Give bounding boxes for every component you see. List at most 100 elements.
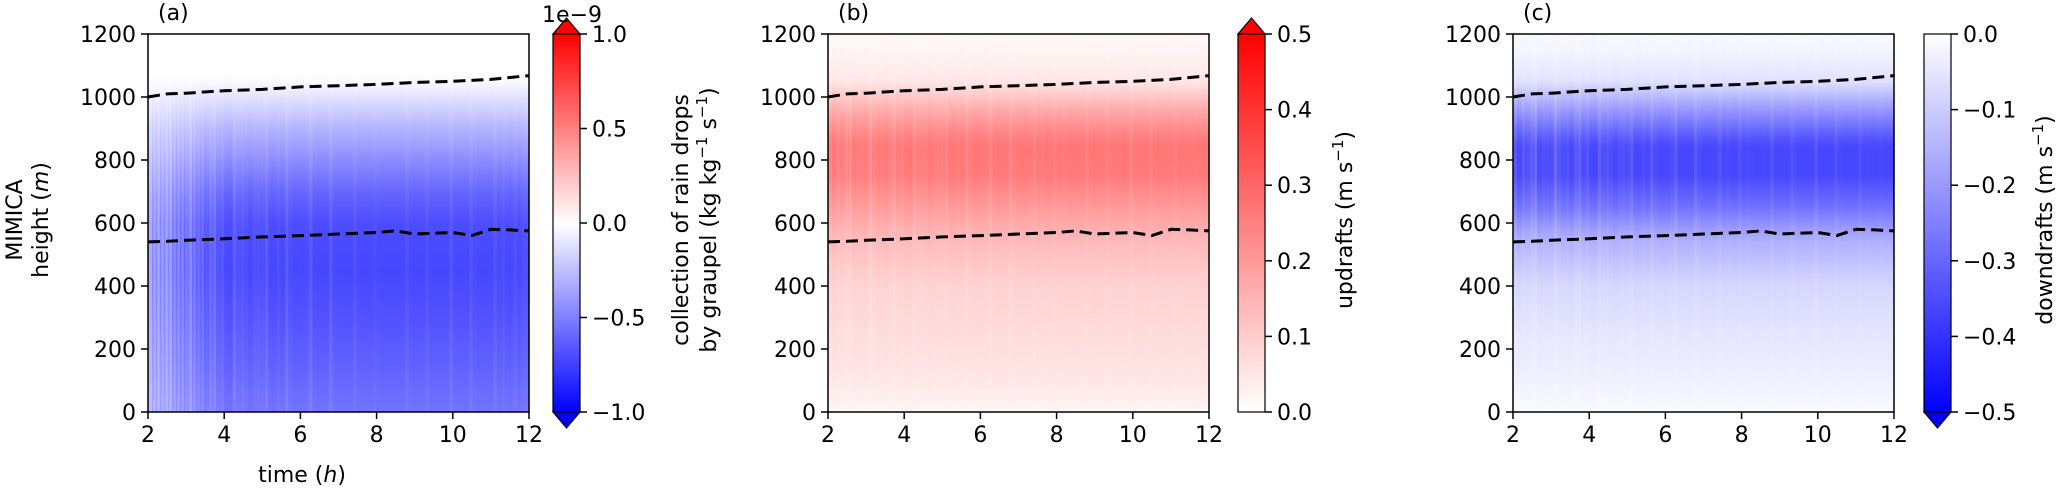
field-column (984, 34, 990, 412)
panel-a-colorbar: −1.0 −0.5 0.0 0.5 1.0 (551, 17, 645, 429)
field-column (496, 34, 502, 412)
field-column (1012, 34, 1018, 412)
field-column (1605, 34, 1610, 412)
field-column (400, 34, 406, 412)
y-tick-label: 200 (1459, 338, 1501, 363)
colorbar-extend-min (1922, 411, 1953, 429)
field-column (928, 34, 933, 412)
field-column (1533, 34, 1538, 412)
field-column (228, 34, 233, 412)
dashed-line-cloud-top (147, 74, 530, 99)
field-column (884, 34, 889, 412)
field-column (1873, 34, 1879, 412)
panel-b-plot-area: 2 4 6 8 10 12 0 200 400 600 800 1000 1200 (760, 23, 1223, 448)
y-tick-label: 400 (94, 275, 136, 300)
field-column (308, 34, 314, 412)
colorbar-extend-max (551, 17, 582, 35)
y-tick-label: 0 (1487, 401, 1501, 426)
field-column (376, 34, 382, 412)
field-column (1877, 34, 1883, 412)
field-column (448, 34, 454, 412)
field-column (444, 34, 450, 412)
y-tick-label: 400 (1459, 275, 1501, 300)
field-column (1132, 34, 1138, 412)
x-axis-label-text: time (258, 463, 308, 488)
field-column (1008, 34, 1014, 412)
panel-a: 2 4 6 8 10 12 0 200 400 600 800 1000 1200 (a) time (… (3, 1, 722, 488)
field-column (164, 34, 169, 412)
field-column (948, 34, 953, 412)
field-column (1629, 34, 1634, 412)
field-column (1032, 34, 1038, 412)
field-column (872, 34, 877, 412)
field-column (1092, 34, 1098, 412)
field-column (1196, 34, 1202, 412)
field-column (876, 34, 881, 412)
field-column (1653, 34, 1658, 412)
field-column (1172, 34, 1178, 412)
field-column (1701, 34, 1707, 412)
field-column (236, 34, 241, 412)
field-column (272, 34, 277, 412)
panel-a-colorbar-label-line2: by graupel (kg kg−1 s−1) (693, 87, 722, 352)
field-column (1040, 34, 1046, 412)
field-column (1821, 34, 1827, 412)
field-column (1649, 34, 1654, 412)
field-column (1545, 34, 1550, 412)
field-column (1617, 34, 1622, 412)
field-column (1108, 34, 1114, 412)
field-column (356, 34, 362, 412)
field-column (1765, 34, 1771, 412)
field-column (1621, 34, 1626, 412)
field-column (1853, 34, 1859, 412)
field-column (476, 34, 482, 412)
field-column (960, 34, 965, 412)
colorbar-extend-max (1236, 17, 1267, 35)
field-column (1060, 34, 1066, 412)
field-column (224, 34, 229, 412)
colorbar-tick-label: −0.5 (592, 307, 645, 332)
field-column (368, 34, 374, 412)
field-column (404, 34, 410, 412)
field-column (1561, 34, 1566, 412)
field-column (1517, 34, 1522, 412)
field-column (972, 34, 977, 412)
panel-b-colorbar: 0.0 0.1 0.2 0.3 0.4 0.5 (1236, 17, 1312, 426)
field-column (248, 34, 253, 412)
field-column (1641, 34, 1646, 412)
field-column (1096, 34, 1102, 412)
field-column (912, 34, 917, 412)
x-tick-label: 8 (370, 423, 384, 448)
field-column (1785, 34, 1791, 412)
y-axis-label-text: height (29, 207, 54, 277)
field-column (1789, 34, 1795, 412)
field-column (244, 34, 249, 412)
field-column (964, 34, 969, 412)
field-column (1745, 34, 1751, 412)
field-column (188, 34, 193, 412)
field-column (1757, 34, 1763, 412)
x-tick-label: 6 (293, 423, 307, 448)
field-column (284, 34, 289, 412)
panel-a-colorbar-label-line1: collection of rain drops (669, 94, 694, 346)
field-column (1056, 34, 1062, 412)
field-column (1713, 34, 1719, 412)
y-tick-label: 800 (94, 149, 136, 174)
y-tick-label: 600 (1459, 212, 1501, 237)
field-column (1849, 34, 1855, 412)
field-column (1593, 34, 1598, 412)
x-tick-label: 12 (1880, 423, 1908, 448)
field-column (932, 34, 937, 412)
field-column (364, 34, 370, 412)
field-column (1160, 34, 1166, 412)
y-tick-label: 200 (94, 338, 136, 363)
field-column (1537, 34, 1542, 412)
field-column (316, 34, 322, 412)
field-column (172, 34, 177, 412)
cbar-label-sup: −1 (693, 96, 711, 118)
field-column (1068, 34, 1074, 412)
panel-a-colorbar-offset-text: 1e−9 (542, 3, 602, 28)
field-column (1805, 34, 1811, 412)
